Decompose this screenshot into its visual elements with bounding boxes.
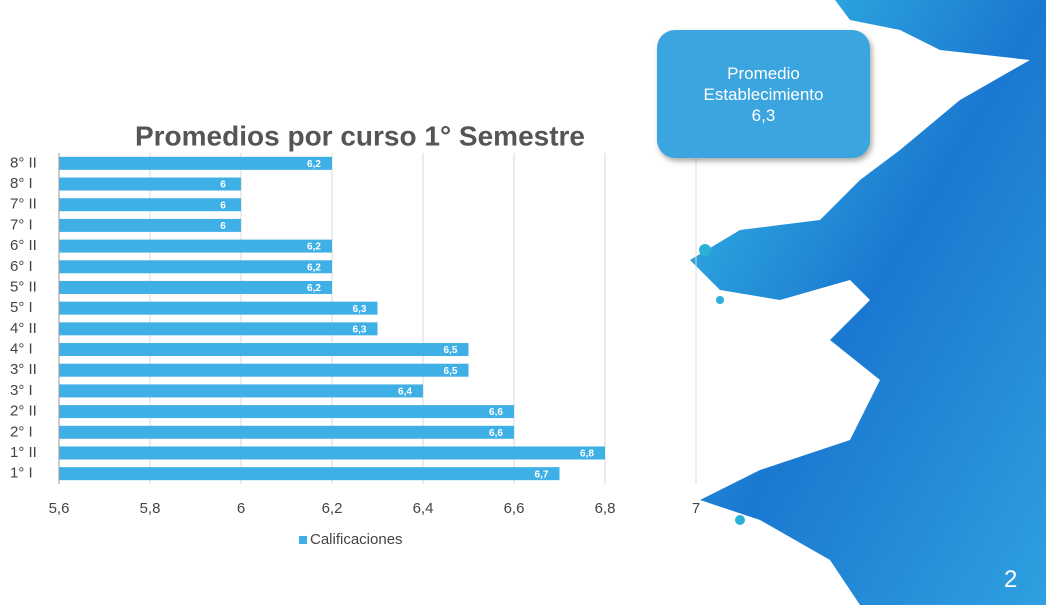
splash-background: [690, 0, 1046, 605]
x-tick-label: 6,8: [595, 500, 616, 517]
legend-swatch: [299, 536, 307, 544]
bar: [59, 343, 469, 357]
legend-label: Calificaciones: [310, 531, 403, 548]
y-tick-label: 6° II: [10, 237, 37, 254]
bar: [59, 384, 423, 398]
value-label: 6: [220, 200, 226, 211]
splash-dot: [735, 515, 745, 525]
bar: [59, 425, 514, 439]
value-label: 6: [220, 180, 226, 191]
bar: [59, 156, 332, 170]
value-label: 6,6: [489, 428, 503, 439]
y-tick-label: 1° II: [10, 444, 37, 461]
y-tick-label: 3° II: [10, 361, 37, 378]
value-label: 6,5: [444, 345, 458, 356]
legend: Calificaciones: [299, 531, 403, 548]
bar: [59, 446, 605, 460]
y-tick-label: 8° I: [10, 175, 33, 192]
y-tick-label: 6° I: [10, 258, 33, 275]
bar: [59, 239, 332, 253]
chart-title: Promedios por curso 1° Semestre: [135, 120, 585, 151]
y-tick-label: 7° I: [10, 216, 33, 233]
y-tick-label: 1° I: [10, 465, 33, 482]
x-tick-label: 6,6: [504, 500, 525, 517]
bar: [59, 467, 560, 481]
box-label: Promedio Establecimiento: [703, 63, 824, 104]
value-label: 6,3: [353, 324, 367, 335]
y-tick-label: 5° I: [10, 299, 33, 316]
value-label: 6,2: [307, 262, 321, 273]
value-label: 6,2: [307, 159, 321, 170]
y-tick-label: 3° I: [10, 382, 33, 399]
y-tick-label: 2° II: [10, 403, 37, 420]
y-tick-label: 5° II: [10, 278, 37, 295]
y-tick-label: 2° I: [10, 423, 33, 440]
y-tick-label: 8° II: [10, 154, 37, 171]
value-label: 6,7: [535, 469, 549, 480]
x-tick-label: 7: [692, 500, 700, 517]
value-label: 6,2: [307, 283, 321, 294]
splash-dot: [716, 296, 724, 304]
bar: [59, 363, 469, 377]
value-label: 6,3: [353, 304, 367, 315]
bar: [59, 198, 241, 212]
value-label: 6,5: [444, 366, 458, 377]
bar: [59, 260, 332, 274]
box-value: 6,3: [751, 105, 776, 125]
bar: [59, 177, 241, 191]
bar: [59, 280, 332, 294]
y-tick-label: 4° I: [10, 341, 33, 358]
bar: [59, 301, 378, 315]
average-box: Promedio Establecimiento 6,3: [657, 30, 870, 158]
x-tick-label: 6: [237, 500, 245, 517]
value-label: 6: [220, 221, 226, 232]
bar: [59, 218, 241, 232]
y-tick-label: 4° II: [10, 320, 37, 337]
x-tick-label: 6,4: [413, 500, 434, 517]
bar: [59, 405, 514, 419]
x-tick-label: 5,8: [140, 500, 161, 517]
value-label: 6,8: [580, 449, 594, 460]
x-tick-label: 6,2: [322, 500, 343, 517]
value-label: 6,2: [307, 242, 321, 253]
y-tick-label: 7° II: [10, 196, 37, 213]
x-tick-label: 5,6: [49, 500, 70, 517]
splash-dot: [699, 244, 711, 256]
value-label: 6,6: [489, 407, 503, 418]
value-label: 6,4: [398, 387, 412, 398]
bar: [59, 322, 378, 336]
page-number: 2: [1004, 566, 1018, 593]
